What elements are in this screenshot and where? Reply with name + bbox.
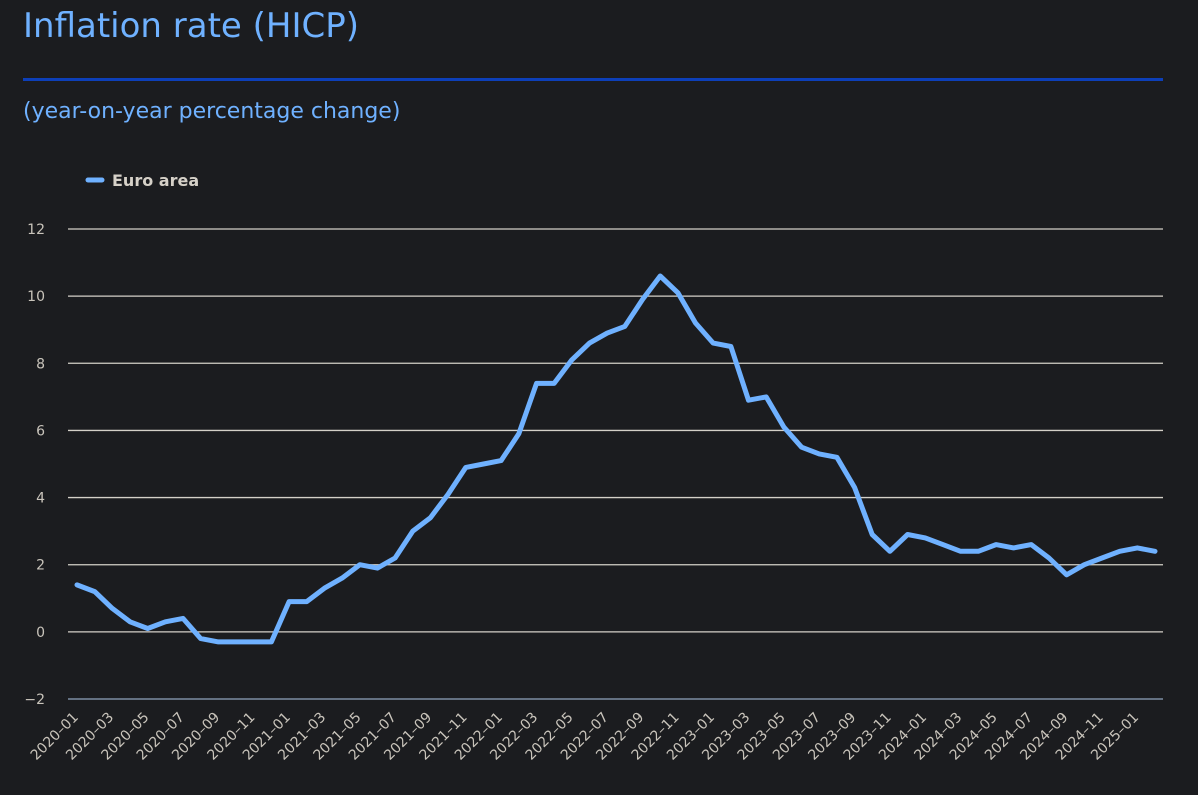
legend[interactable]: Euro area [85, 171, 199, 190]
title-divider [23, 78, 1163, 81]
y-tick-label: 10 [27, 289, 45, 305]
grid-lines [68, 228, 1163, 700]
y-tick-label: −2 [24, 692, 45, 708]
series-layer [74, 273, 1158, 645]
y-tick-label: 2 [36, 558, 45, 574]
y-tick-label: 12 [27, 222, 45, 238]
y-axis-ticks: −2 0 2 4 6 8 10 12 [24, 222, 45, 708]
legend-label[interactable]: Euro area [112, 171, 199, 190]
y-tick-label: 0 [36, 625, 45, 641]
series-line-euro-area[interactable] [74, 273, 1158, 645]
y-tick-label: 4 [36, 491, 45, 507]
x-axis-ticks: 2020–012020–032020–052020–072020–092020–… [28, 710, 1142, 764]
chart-title: Inflation rate (HICP) [23, 6, 359, 46]
y-tick-label: 6 [36, 423, 45, 439]
y-tick-label: 8 [36, 356, 45, 372]
chart-subtitle: (year-on-year percentage change) [23, 99, 401, 124]
